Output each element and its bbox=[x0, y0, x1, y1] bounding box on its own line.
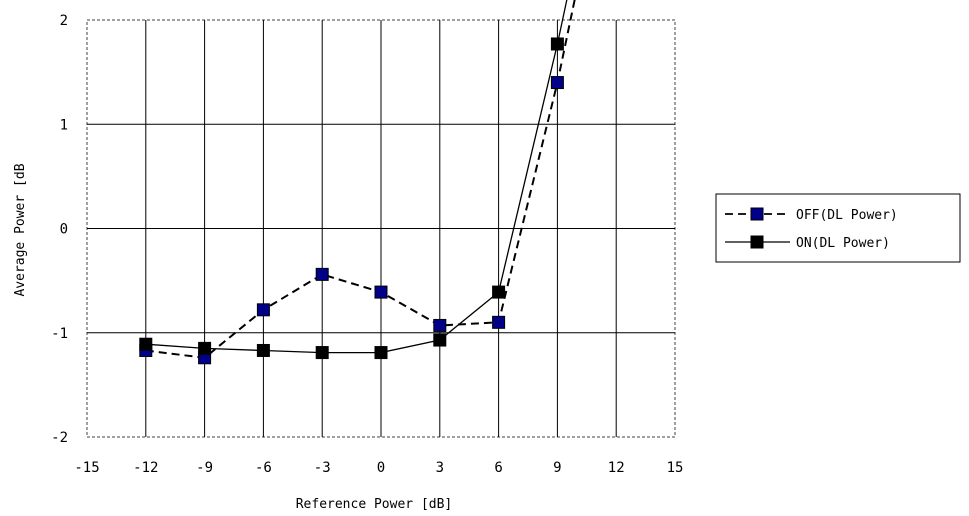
legend-label: OFF(DL Power) bbox=[796, 208, 898, 223]
data-point-marker bbox=[374, 346, 388, 360]
data-point-marker bbox=[433, 333, 447, 347]
x-tick-label: 15 bbox=[667, 460, 684, 476]
x-tick-label: -9 bbox=[196, 460, 213, 476]
x-tick-label: 0 bbox=[377, 460, 385, 476]
data-point-marker bbox=[492, 285, 506, 299]
data-point-marker bbox=[374, 285, 388, 299]
y-axis-label: Average Power [dB bbox=[13, 163, 28, 296]
legend-label: ON(DL Power) bbox=[796, 236, 890, 251]
data-point-marker bbox=[139, 337, 153, 351]
series-on bbox=[139, 0, 568, 360]
legend: OFF(DL Power) ON(DL Power) bbox=[715, 193, 961, 263]
data-point-marker bbox=[550, 76, 564, 90]
x-tick-labels: -15 -12 -9 -6 -3 0 3 6 9 12 15 bbox=[74, 460, 683, 476]
x-tick-label: -6 bbox=[255, 460, 272, 476]
data-point-marker bbox=[256, 343, 270, 357]
data-point-marker bbox=[256, 303, 270, 317]
x-tick-label: 9 bbox=[553, 460, 561, 476]
data-point-marker bbox=[550, 37, 564, 51]
grid bbox=[87, 20, 675, 437]
y-tick-label: 0 bbox=[60, 222, 68, 238]
series-layer bbox=[139, 0, 576, 365]
y-tick-label: -1 bbox=[51, 326, 68, 342]
x-axis-label: Reference Power [dB] bbox=[296, 497, 453, 512]
x-tick-label: 3 bbox=[436, 460, 444, 476]
data-point-marker bbox=[198, 341, 212, 355]
x-tick-label: 12 bbox=[608, 460, 625, 476]
y-tick-label: 2 bbox=[60, 13, 68, 29]
x-tick-label: -15 bbox=[74, 460, 99, 476]
legend-marker bbox=[750, 235, 764, 249]
x-tick-label: 6 bbox=[494, 460, 502, 476]
x-tick-label: -3 bbox=[314, 460, 331, 476]
legend-marker bbox=[750, 207, 764, 221]
y-tick-label: 1 bbox=[60, 117, 68, 133]
data-point-marker bbox=[492, 315, 506, 329]
data-point-marker bbox=[315, 346, 329, 360]
y-tick-label: -2 bbox=[51, 430, 68, 446]
data-point-marker bbox=[433, 318, 447, 332]
x-tick-label: -12 bbox=[133, 460, 158, 476]
y-tick-labels: -2 -1 0 1 2 bbox=[51, 13, 68, 446]
legend-box bbox=[715, 193, 961, 263]
data-point-marker bbox=[315, 267, 329, 281]
